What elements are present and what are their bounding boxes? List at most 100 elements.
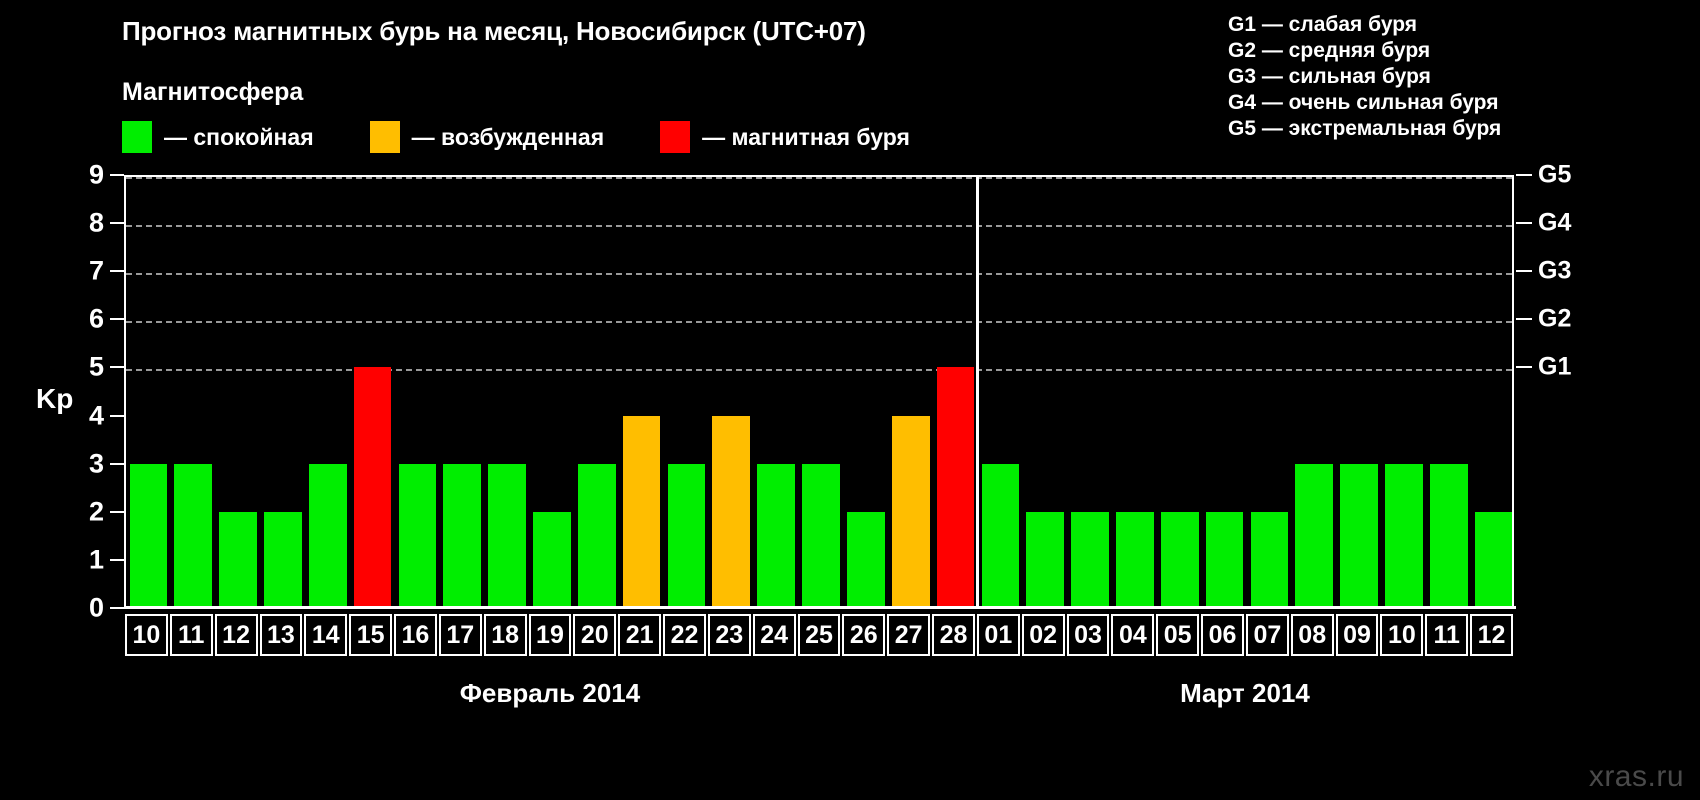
date-label-04[interactable]: 04 [1111, 614, 1155, 656]
bar-25[interactable] [802, 463, 840, 608]
plot-area [124, 175, 1514, 608]
bar-04[interactable] [1116, 511, 1154, 608]
legend-item-calm: — спокойная [122, 121, 314, 153]
g-tick-label-G2: G2 [1538, 304, 1572, 333]
bar-13[interactable] [264, 511, 302, 608]
date-label-09[interactable]: 09 [1335, 614, 1379, 656]
date-axis: 10 11 12 13 14 15 16 17 18 19 20 21 22 23 24 25 26 27 28 01… [124, 614, 1514, 656]
date-label-11[interactable]: 11 [1425, 614, 1469, 656]
g-tick-mark-G2 [1516, 318, 1532, 321]
legend-swatch-unsettled-icon [369, 121, 400, 153]
g-legend-line-4: G4 — очень сильная буря [1228, 91, 1499, 114]
bar-10[interactable] [1385, 463, 1423, 608]
bar-17[interactable] [443, 463, 482, 608]
date-label-26[interactable]: 26 [842, 614, 886, 656]
g-tick-mark-G4 [1516, 222, 1532, 225]
date-label-08[interactable]: 08 [1290, 614, 1334, 656]
date-label-14[interactable]: 14 [304, 614, 348, 656]
date-label-19[interactable]: 19 [528, 614, 572, 656]
date-label-01[interactable]: 01 [976, 614, 1020, 656]
g-tick-label-G5: G5 [1538, 160, 1572, 189]
y-tick-label-6: 6 [88, 303, 104, 334]
date-label-13[interactable]: 13 [259, 614, 303, 656]
date-label-06[interactable]: 06 [1201, 614, 1244, 656]
bar-06[interactable] [1205, 511, 1244, 608]
bar-02[interactable] [1026, 511, 1065, 608]
bar-28[interactable] [936, 367, 975, 608]
bar-12[interactable] [219, 511, 257, 608]
date-label-25[interactable]: 25 [797, 614, 841, 656]
bar-22[interactable] [667, 463, 706, 608]
legend-label-calm: — спокойная [164, 123, 314, 150]
magnetosphere-legend: — спокойная — возбужденная — магнитная б… [122, 120, 910, 154]
gridline-kp-5 [126, 369, 1512, 372]
date-label-10[interactable]: 10 [125, 614, 168, 656]
y-tick-mark-1 [110, 558, 124, 561]
bar-27[interactable] [891, 415, 930, 608]
bar-10[interactable] [129, 463, 168, 608]
date-label-21[interactable]: 21 [618, 614, 662, 656]
bar-07[interactable] [1250, 511, 1289, 608]
bar-05[interactable] [1160, 511, 1199, 608]
bar-12[interactable] [1474, 511, 1513, 608]
date-label-18[interactable]: 18 [483, 614, 527, 656]
bar-24[interactable] [757, 463, 795, 608]
g-scale-legend: G1 — слабая буря G2 — средняя буря G3 — си… [1228, 12, 1698, 142]
x-axis-baseline [124, 606, 1516, 609]
date-label-15[interactable]: 15 [349, 614, 393, 656]
bar-16[interactable] [398, 463, 437, 608]
month-divider [976, 175, 980, 608]
g-legend-line-3: G3 — сильная буря [1228, 65, 1431, 88]
watermark: xras.ru [1588, 760, 1684, 793]
gridline-kp-7 [126, 273, 1512, 276]
g-legend-line-2: G2 — средняя буря [1228, 39, 1431, 62]
y-axis-label: Kp [36, 383, 74, 414]
y-tick-label-8: 8 [88, 207, 104, 238]
date-label-20[interactable]: 20 [573, 614, 617, 656]
bar-26[interactable] [847, 511, 885, 608]
date-label-22[interactable]: 22 [663, 614, 706, 656]
bar-11[interactable] [174, 463, 213, 608]
y-tick-mark-2 [110, 510, 124, 513]
g-legend-line-5: G5 — экстремальная буря [1228, 117, 1502, 140]
g-tick-mark-G5 [1516, 174, 1532, 176]
date-label-03[interactable]: 03 [1066, 614, 1110, 656]
bars-layer [126, 177, 1513, 608]
month-caption-2: Март 2014 [1180, 678, 1310, 708]
y-tick-mark-0 [110, 607, 124, 609]
bar-11[interactable] [1429, 463, 1468, 608]
bar-15[interactable] [353, 367, 392, 608]
date-label-05[interactable]: 05 [1156, 614, 1200, 656]
bar-18[interactable] [488, 463, 526, 608]
y-tick-label-2: 2 [88, 496, 104, 527]
date-label-23[interactable]: 23 [707, 614, 751, 656]
date-label-02[interactable]: 02 [1021, 614, 1065, 656]
month-caption-1: Февраль 2014 [459, 678, 641, 708]
date-label-12[interactable]: 12 [214, 614, 258, 656]
bar-23[interactable] [712, 415, 751, 608]
date-label-28[interactable]: 28 [932, 614, 975, 656]
bar-20[interactable] [577, 463, 616, 608]
bar-14[interactable] [308, 463, 347, 608]
bar-21[interactable] [622, 415, 661, 608]
plot-inner [126, 175, 1513, 608]
date-label-24[interactable]: 24 [752, 614, 796, 656]
date-label-11[interactable]: 11 [169, 614, 213, 656]
y-tick-label-0: 0 [88, 592, 104, 623]
bar-19[interactable] [533, 511, 571, 608]
date-label-07[interactable]: 07 [1245, 614, 1289, 656]
date-label-17[interactable]: 17 [438, 614, 482, 656]
bar-03[interactable] [1071, 511, 1109, 608]
g-tick-mark-G1 [1516, 366, 1532, 369]
bar-01[interactable] [981, 463, 1020, 608]
y-tick-mark-8 [110, 222, 124, 225]
y-tick-mark-5 [110, 366, 124, 369]
date-label-27[interactable]: 27 [887, 614, 931, 656]
g-tick-label-G3: G3 [1538, 256, 1572, 285]
g-tick-mark-G3 [1516, 270, 1532, 273]
date-label-12[interactable]: 12 [1470, 614, 1513, 656]
date-label-10[interactable]: 10 [1380, 614, 1424, 656]
bar-09[interactable] [1340, 463, 1378, 608]
date-label-16[interactable]: 16 [394, 614, 437, 656]
bar-08[interactable] [1295, 463, 1334, 608]
